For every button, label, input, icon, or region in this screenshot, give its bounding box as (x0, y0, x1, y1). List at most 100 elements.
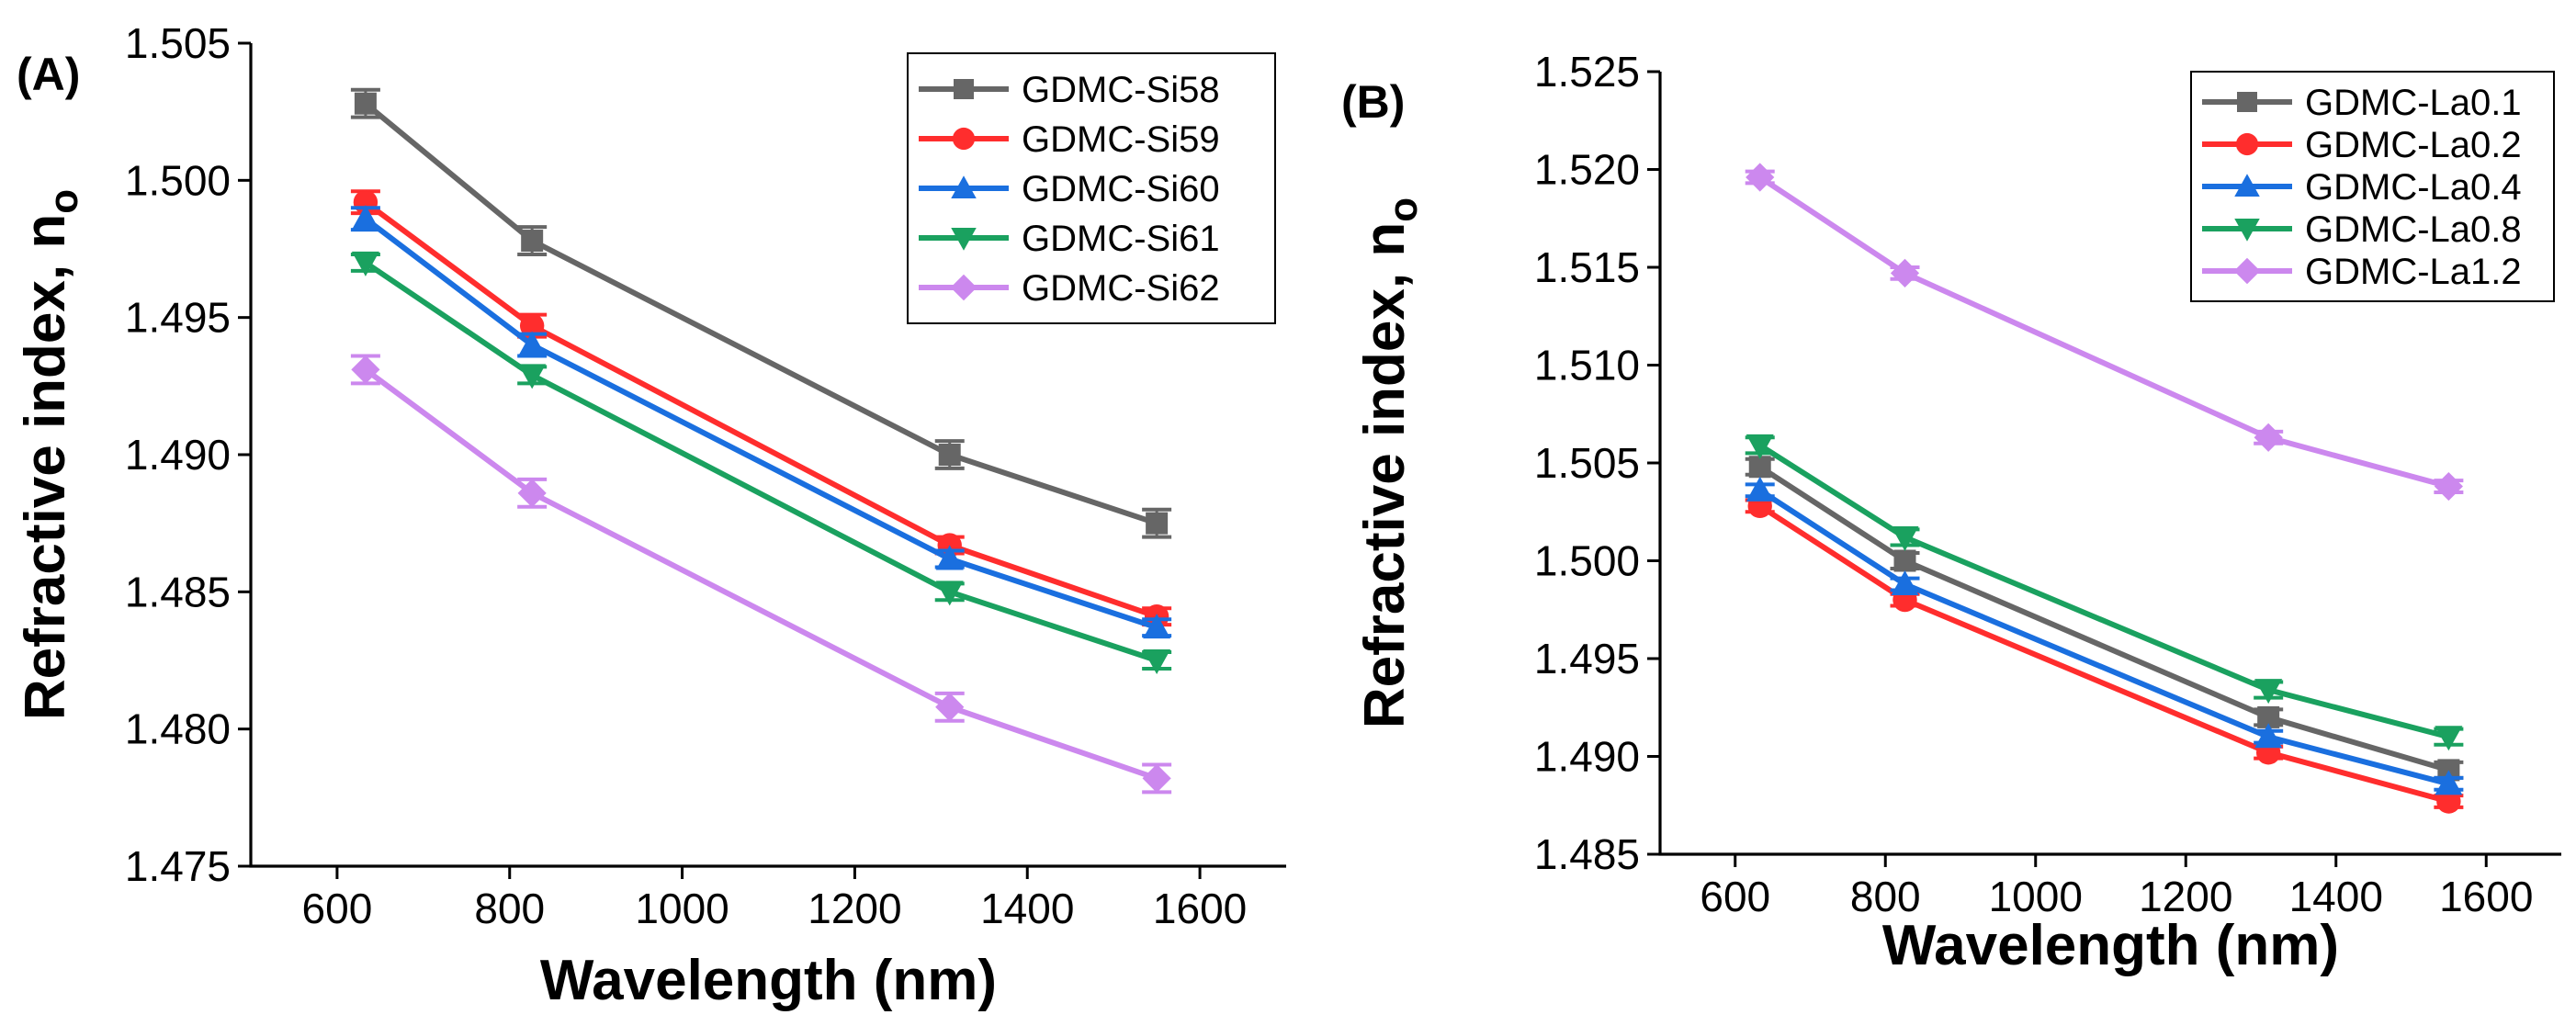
data-point (1890, 258, 1920, 288)
y-tick-label: 1.475 (125, 842, 231, 890)
legend-marker (2237, 92, 2257, 112)
x-tick-label: 1200 (808, 885, 901, 932)
legend: GDMC-La0.1GDMC-La0.2GDMC-La0.4GDMC-La0.8… (2190, 71, 2555, 302)
x-tick-label: 600 (302, 885, 373, 932)
legend-marker (950, 274, 977, 301)
data-point (1143, 649, 1171, 674)
y-tick-label: 1.500 (1534, 537, 1640, 585)
data-point (2435, 770, 2463, 795)
legend-label: GDMC-La0.4 (2305, 167, 2522, 208)
legend-marker (2234, 219, 2260, 242)
series-GDMC-Si60 (350, 205, 1172, 639)
legend-marker (2235, 132, 2259, 156)
data-point (1893, 549, 1916, 572)
data-point (2254, 423, 2283, 452)
series-line (1758, 503, 2450, 805)
legend-marker (951, 228, 977, 251)
legend-marker (952, 127, 976, 151)
x-tick-label: 600 (1700, 873, 1770, 920)
series-line (364, 199, 1158, 620)
y-tick-label: 1.490 (1534, 733, 1640, 781)
series-GDMC-La1.2 (1745, 163, 2464, 502)
data-point (519, 313, 545, 338)
series-line (1758, 488, 2450, 787)
data-point (935, 581, 964, 606)
legend-label: GDMC-La1.2 (2305, 252, 2522, 292)
y-tick-label: 1.505 (1534, 439, 1640, 487)
y-tick-label: 1.525 (1534, 48, 1640, 96)
data-point (1891, 570, 1919, 596)
x-axis-title: Wavelength (nm) (540, 949, 997, 1012)
series-GDMC-Si61 (350, 251, 1172, 674)
data-point (2435, 726, 2463, 751)
y-tick-label: 1.480 (125, 705, 231, 753)
data-point (517, 479, 547, 508)
x-tick-label: 1000 (1989, 873, 2083, 920)
legend-label: GDMC-Si61 (1022, 219, 1220, 259)
data-point (935, 545, 964, 570)
data-point (521, 230, 544, 253)
data-point (1143, 614, 1171, 639)
legend-marker (951, 175, 977, 198)
legend-label: GDMC-Si62 (1022, 268, 1220, 309)
y-tick-label: 1.520 (1534, 146, 1640, 194)
data-point (354, 92, 377, 115)
y-tick-label: 1.485 (125, 568, 231, 615)
series-line (1758, 443, 2450, 740)
data-point (351, 251, 379, 276)
data-point (518, 364, 547, 389)
x-tick-label: 800 (1850, 873, 1921, 920)
series-GDMC-La0.4 (1745, 476, 2464, 795)
data-point (1146, 512, 1169, 535)
series-line (364, 367, 1158, 782)
legend-marker (2233, 257, 2261, 285)
data-point (351, 205, 379, 231)
legend-label: GDMC-La0.2 (2305, 125, 2522, 165)
data-point (935, 693, 965, 722)
x-tick-label: 800 (474, 885, 545, 932)
y-axis-title: Refractive index, no (1353, 197, 1426, 728)
series-line (364, 260, 1158, 663)
legend-label: GDMC-Si60 (1022, 169, 1220, 209)
data-point (1891, 525, 1919, 551)
data-point (2434, 471, 2463, 502)
data-point (351, 355, 380, 385)
legend-label: GDMC-Si58 (1022, 70, 1220, 110)
y-tick-label: 1.500 (125, 156, 231, 204)
x-axis-title: Wavelength (nm) (1882, 914, 2339, 977)
legend-marker (2234, 174, 2260, 197)
series-line (1758, 464, 2450, 773)
series-line (1758, 175, 2450, 490)
legend-marker (954, 79, 974, 99)
x-tick-label: 1600 (2439, 873, 2533, 920)
series-GDMC-La0.2 (1745, 493, 2464, 814)
legend-label: GDMC-La0.1 (2305, 83, 2522, 123)
panel-a: 1.475 1.480 1.485 1.490 1.495 1.500 1.505 600 80… (14, 19, 1286, 1012)
x-tick-label: 1000 (635, 885, 729, 932)
data-point (1142, 763, 1171, 794)
series-GDMC-La0.8 (1745, 434, 2464, 751)
x-tick-label: 1400 (980, 885, 1074, 932)
y-tick-label: 1.490 (125, 431, 231, 479)
x-tick-label: 1400 (2289, 873, 2383, 920)
data-point (518, 331, 547, 356)
panel-label: (B) (1341, 76, 1405, 128)
data-point (1748, 456, 1771, 479)
y-tick-label: 1.495 (1534, 635, 1640, 682)
data-point (2254, 679, 2283, 705)
data-point (1746, 434, 1774, 459)
data-point (1746, 163, 1775, 192)
series-line (364, 216, 1158, 631)
legend-label: GDMC-La0.8 (2305, 209, 2522, 250)
y-tick-label: 1.515 (1534, 243, 1640, 291)
data-point (2254, 723, 2283, 749)
x-tick-label: 1200 (2139, 873, 2232, 920)
series-line (364, 101, 1158, 526)
panel-b: 1.485 1.490 1.495 1.500 1.505 1.510 1.515 1.520… (1341, 48, 2561, 977)
y-axis-title: Refractive index, no (14, 189, 86, 720)
data-point (1746, 476, 1774, 502)
series-GDMC-Si58 (350, 87, 1172, 539)
y-tick-label: 1.510 (1534, 342, 1640, 389)
data-point (938, 444, 961, 466)
